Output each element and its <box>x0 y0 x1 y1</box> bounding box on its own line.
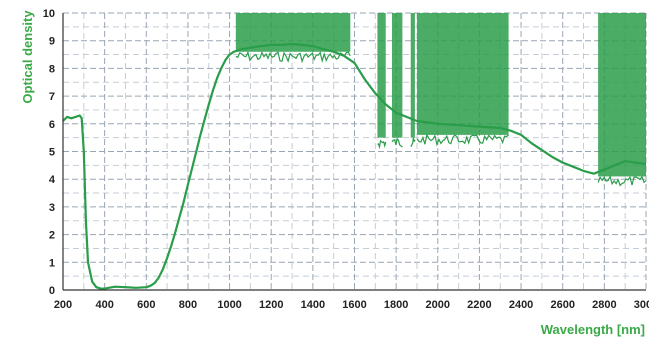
series-line <box>62 42 647 290</box>
x-tick-label: 800 <box>179 299 197 311</box>
y-tick-label: 1 <box>49 257 55 269</box>
x-tick-label: 2600 <box>550 299 574 311</box>
noise-band-fill <box>377 13 386 138</box>
x-tick-label: 1800 <box>384 299 408 311</box>
x-tick-label: 400 <box>95 299 113 311</box>
x-tick-label: 1400 <box>301 299 325 311</box>
x-tick-label: 2000 <box>426 299 450 311</box>
noise-band-fill <box>410 13 415 138</box>
grid <box>62 12 647 291</box>
noise-band <box>597 13 647 187</box>
x-tick-label: 200 <box>54 299 72 311</box>
y-tick-label: 4 <box>49 174 56 186</box>
noise-band-fill <box>391 13 403 138</box>
y-tick-label: 3 <box>49 202 55 214</box>
x-axis-title: Wavelength [nm] <box>541 322 645 337</box>
x-tick-label: 2800 <box>592 299 616 311</box>
x-tick-label: 2400 <box>509 299 533 311</box>
noise-band <box>391 13 403 148</box>
noise-band <box>416 13 509 147</box>
noise-band <box>235 13 351 64</box>
noise-band-edge <box>377 139 387 150</box>
noise-band-edge <box>597 174 647 187</box>
noise-band <box>377 13 387 150</box>
noise-bands <box>235 13 647 187</box>
y-tick-label: 5 <box>49 147 55 159</box>
noise-band-fill <box>598 13 646 177</box>
noise-band <box>410 13 416 147</box>
noise-band-fill <box>416 13 509 135</box>
axes <box>62 13 646 291</box>
y-tick-label: 10 <box>43 8 55 20</box>
noise-band-edge <box>235 50 351 64</box>
y-tick-label: 0 <box>49 285 55 297</box>
x-tick-label: 600 <box>137 299 155 311</box>
x-tick-label: 1200 <box>259 299 283 311</box>
noise-band-edge <box>416 133 509 147</box>
y-tick-label: 6 <box>49 119 55 131</box>
y-tick-label: 2 <box>49 230 55 242</box>
x-tick-label: 1600 <box>342 299 366 311</box>
y-axis-title: Optical density <box>20 10 35 104</box>
noise-band-edge <box>391 137 403 148</box>
y-tick-label: 9 <box>49 36 55 48</box>
noise-band-fill <box>235 13 351 52</box>
tick-labels: 200 400 600 800 1000 1200 1400 1600 1800 2000 2200… <box>43 8 649 311</box>
y-tick-label: 7 <box>49 91 55 103</box>
noise-band-edge <box>410 137 416 147</box>
x-tick-label: 3000 <box>634 299 649 311</box>
x-tick-label: 1000 <box>217 299 241 311</box>
x-tick-label: 2200 <box>467 299 491 311</box>
y-tick-label: 8 <box>49 63 55 75</box>
